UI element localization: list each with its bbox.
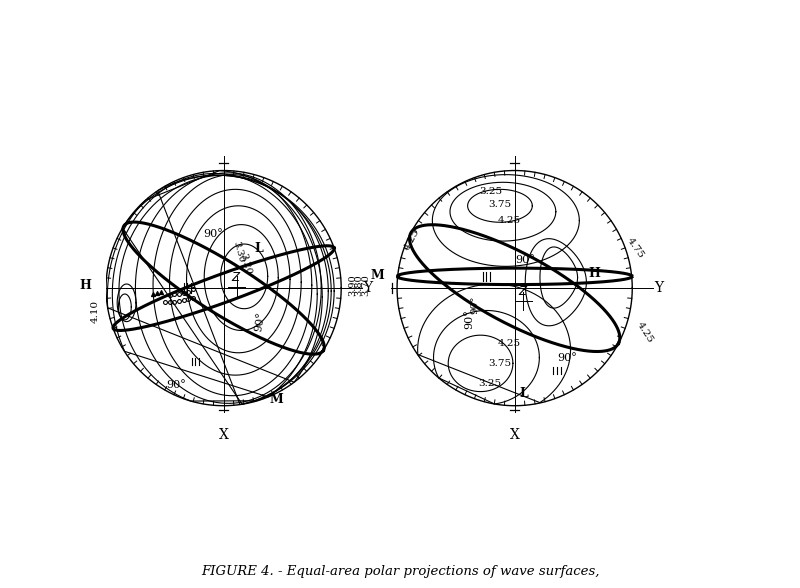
Text: 90°: 90° [558, 352, 578, 363]
Text: 4.10: 4.10 [91, 300, 100, 323]
Text: 90°: 90° [470, 295, 479, 314]
Text: 90°: 90° [515, 255, 535, 265]
Text: X: X [510, 428, 519, 442]
Text: 4.25: 4.25 [498, 216, 520, 225]
Text: 3.70: 3.70 [361, 275, 370, 296]
Text: 3.80: 3.80 [354, 275, 364, 296]
Text: 4.25: 4.25 [498, 339, 520, 349]
Text: 4.25: 4.25 [635, 320, 655, 345]
Text: 90°: 90° [254, 312, 266, 333]
Text: 3.20: 3.20 [238, 252, 253, 275]
Text: L: L [519, 387, 528, 400]
Text: 3.75: 3.75 [488, 200, 511, 209]
Text: M: M [370, 269, 384, 282]
Text: H: H [79, 279, 91, 292]
Text: 90°: 90° [166, 380, 186, 390]
Text: $\bar{Z}$: $\bar{Z}$ [518, 283, 529, 299]
Text: 4.75: 4.75 [626, 236, 646, 260]
Text: 90°: 90° [203, 229, 223, 239]
Text: Y: Y [363, 281, 373, 295]
Text: $\bar{Z}$: $\bar{Z}$ [231, 270, 242, 285]
Text: 3.30: 3.30 [231, 240, 246, 263]
Text: H: H [589, 267, 601, 280]
Text: 3.75: 3.75 [488, 359, 511, 368]
Text: 90°: 90° [464, 309, 474, 329]
Text: FIGURE 4. - Equal-area polar projections of wave surfaces,: FIGURE 4. - Equal-area polar projections… [201, 565, 599, 578]
Text: L: L [254, 242, 263, 255]
Text: Y: Y [654, 281, 664, 295]
Text: 3.25: 3.25 [479, 186, 502, 196]
Text: X: X [218, 428, 229, 442]
Text: 4.25: 4.25 [402, 228, 421, 252]
Text: 3.90: 3.90 [348, 275, 358, 296]
Text: M: M [270, 393, 283, 406]
Text: 3.25: 3.25 [478, 379, 502, 388]
